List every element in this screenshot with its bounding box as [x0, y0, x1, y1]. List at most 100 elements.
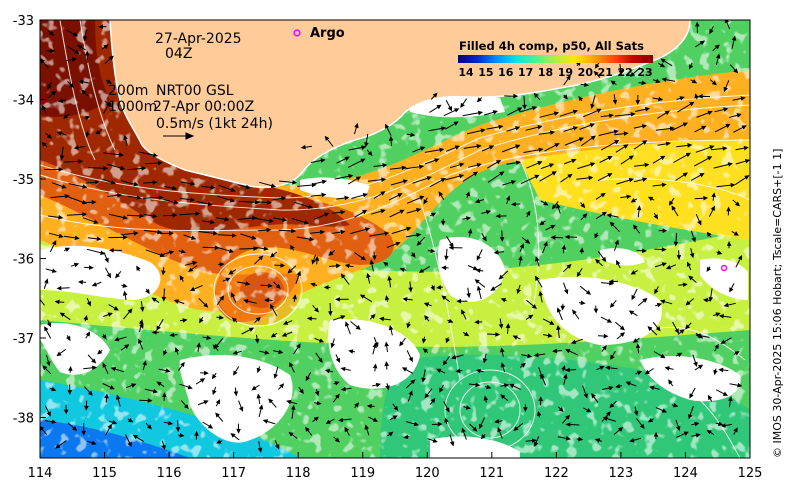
colorbar-tick-label: 14: [458, 66, 474, 79]
current-arrow-head: [629, 71, 636, 77]
current-arrow-head: [629, 438, 635, 443]
current-arrow-head: [733, 231, 739, 236]
current-arrow-head: [498, 274, 504, 280]
argo-legend-marker: [293, 29, 301, 37]
current-arrow-head: [340, 209, 346, 215]
current-arrow-head: [190, 235, 197, 240]
current-arrow-head: [406, 323, 411, 329]
current-arrow-head: [58, 215, 64, 220]
current-arrow-head: [96, 236, 102, 242]
current-arrow-head: [430, 248, 436, 254]
current-arrow-head: [693, 361, 698, 367]
current-arrow-head: [600, 192, 606, 198]
current-arrow-head: [572, 309, 577, 315]
current-arrow-head: [566, 263, 572, 269]
current-arrow-head: [440, 177, 446, 183]
current-arrow-head: [84, 405, 89, 411]
vector-scale-arrow: [163, 132, 195, 140]
current-arrow-head: [291, 228, 297, 234]
colorbar-title: Filled 4h comp, p50, All Sats: [459, 39, 644, 53]
current-arrow-head: [718, 313, 724, 319]
current-arrow-head: [165, 368, 171, 373]
current-arrow-head: [591, 393, 596, 399]
colorbar-tick-label: 15: [478, 66, 493, 79]
current-arrow-head: [615, 383, 621, 389]
x-tick-label: 115: [92, 466, 117, 481]
current-arrow-head: [430, 285, 435, 291]
current-arrow-head: [695, 21, 700, 27]
current-arrow-head: [73, 145, 79, 150]
current-arrow-head: [345, 321, 350, 327]
current-arrow-head: [728, 396, 733, 402]
current-arrow-head: [421, 338, 427, 344]
current-arrow-head: [649, 385, 655, 391]
current-arrow-head: [434, 158, 440, 163]
current-arrow-head: [466, 293, 471, 299]
current-arrow-head: [279, 383, 285, 389]
current-arrow-head: [158, 195, 164, 200]
current-arrow-head: [232, 233, 237, 238]
current-arrow-head: [364, 142, 369, 148]
current-arrow-head: [103, 166, 109, 171]
current-arrow-head: [717, 250, 723, 255]
current-arrow-head: [71, 57, 77, 62]
current-arrow-head: [653, 214, 659, 220]
current-arrow-head: [104, 393, 109, 399]
current-arrow-head: [642, 248, 647, 254]
current-arrow-head: [550, 235, 556, 240]
current-arrow-head: [313, 416, 319, 422]
sst-map[interactable]: [37, 19, 751, 458]
current-arrow-head: [63, 409, 69, 415]
current-arrow-head: [623, 131, 629, 136]
current-arrow-head: [551, 204, 557, 210]
current-arrow-head: [512, 335, 518, 340]
current-arrow-head: [665, 264, 672, 270]
argo-float-marker[interactable]: [720, 264, 728, 272]
current-arrow-head: [474, 319, 480, 325]
colorbar-tick-label: 23: [637, 66, 652, 79]
current-arrow-head: [689, 101, 695, 107]
current-arrow-head: [664, 366, 670, 371]
current-arrow-head: [454, 145, 461, 150]
current-arrow-head: [554, 143, 560, 148]
current-arrow-head: [623, 144, 629, 149]
colorbar-tick-label: 19: [558, 66, 573, 79]
current-arrow-head: [636, 370, 643, 376]
current-arrow-head: [709, 28, 714, 35]
current-arrow-head: [215, 399, 221, 405]
current-arrow-head: [687, 143, 693, 148]
current-arrow-head: [439, 387, 444, 393]
current-arrow-head: [212, 389, 217, 396]
current-arrow-head: [263, 246, 269, 251]
current-arrow-head: [695, 333, 701, 339]
colorbar-tick-label: 20: [578, 66, 594, 79]
current-arrow-head: [360, 158, 366, 163]
current-arrow-head: [737, 382, 743, 388]
current-arrow-head: [548, 163, 555, 168]
current-arrow-head: [423, 199, 428, 205]
current-arrow-head: [139, 213, 145, 219]
current-arrow-head: [231, 317, 237, 323]
current-arrow-head: [668, 379, 673, 385]
current-arrow-head: [534, 441, 539, 447]
current-arrow-head: [157, 229, 163, 235]
current-arrow-head: [296, 270, 301, 276]
current-arrow-head: [571, 158, 577, 164]
current-arrow-head: [375, 382, 381, 388]
date-label: 27-Apr-2025: [155, 31, 242, 47]
current-arrow-head: [122, 283, 128, 288]
current-arrow-head: [727, 162, 733, 167]
y-axis: -33 -34 -35 -36 -37 -38: [13, 14, 46, 427]
current-arrow-head: [565, 349, 571, 354]
current-arrow-head: [269, 218, 275, 224]
current-arrow-head: [72, 31, 79, 37]
current-arrow-head: [549, 130, 556, 135]
current-arrow-head: [71, 426, 78, 432]
current-arrow-head: [436, 285, 442, 290]
current-arrow-head: [702, 297, 708, 303]
current-arrow-head: [88, 265, 94, 270]
current-arrow-head: [387, 275, 392, 281]
current-arrow-head: [199, 378, 206, 383]
current-arrow-head: [660, 155, 666, 161]
current-arrow-head: [505, 323, 511, 329]
